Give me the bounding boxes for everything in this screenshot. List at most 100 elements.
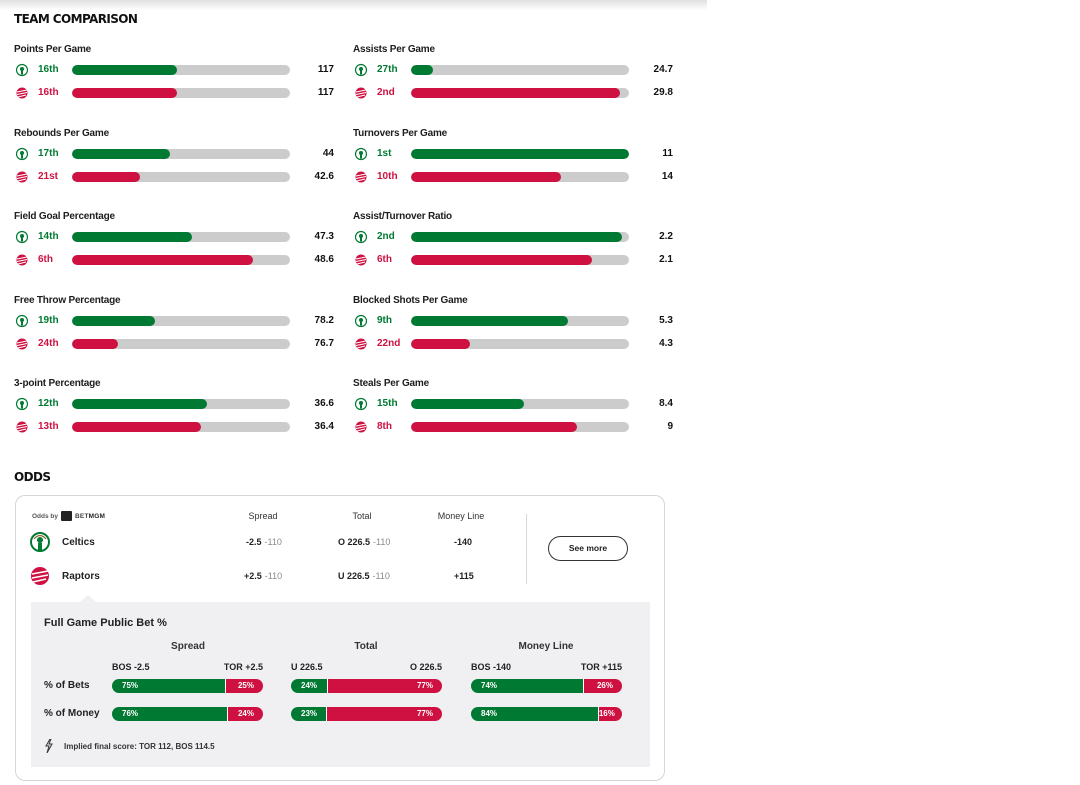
stat-bar-fill [411,338,470,349]
total-juice: -110 [373,537,391,547]
split-right-segment: 77% [325,707,442,721]
stat-block: Free Throw Percentage 19th 78.2 24th 76.7 [14,295,334,365]
celtics-logo-icon [30,532,50,552]
stat-row-celtics: 15th 8.4 [353,397,673,411]
stat-value: 78.2 [314,314,334,326]
money-line-column-header: Money Line [437,511,485,521]
lightning-icon [45,739,53,753]
raptors-logo-icon [31,567,49,585]
stat-bar-track [411,171,629,182]
top-shadow-divider [0,0,707,10]
stat-block: Assists Per Game 27th 24.7 2nd 29.8 [353,44,673,114]
stat-title: 3-point Percentage [14,378,101,389]
stat-rank: 6th [38,254,53,265]
raptors-logo-icon [355,170,367,184]
stat-bar-track [72,232,290,242]
stat-block: Rebounds Per Game 17th 44 21st 42.6 [14,128,334,198]
raptors-logo-icon [16,86,28,100]
stat-bar-track [411,255,629,265]
stat-bar-track [411,338,629,349]
total-column-header: Total [352,511,372,521]
stat-bar-track [72,88,290,98]
stat-title: Field Goal Percentage [14,211,115,222]
public-bet-title: Full Game Public Bet % [44,617,167,629]
see-more-button[interactable]: See more [548,536,628,561]
celtics-logo-icon [15,314,29,328]
stat-bar-track [72,171,290,182]
stat-row-raptors: 2nd 29.8 [353,86,673,100]
stat-bar-track [411,315,629,326]
panel-notch [80,595,96,602]
stat-rank: 17th [38,147,59,159]
stat-rank: 21st [38,170,59,182]
money-line-celtics[interactable]: -140 [454,537,473,547]
celtics-logo-icon [15,63,29,77]
stat-row-celtics: 16th 117 [14,63,334,77]
spread-odds-celtics[interactable]: -2.5 -110 [246,537,282,547]
stat-row-raptors: 24th 76.7 [14,337,334,351]
public-money-line-header: Money Line [518,641,574,652]
total-value: U 226.5 [338,571,370,581]
stat-rank: 10th [377,170,398,182]
stat-bar-fill [72,338,118,349]
stat-value: 11 [662,147,673,159]
total-odds-raptors[interactable]: U 226.5 -110 [338,571,390,581]
stat-rank: 22nd [377,337,401,349]
split-bar-bets: 74% 26% [471,679,622,693]
stat-bar-track [72,315,290,326]
stat-bar-track [72,148,290,159]
stat-bar-track [72,65,290,75]
stat-bar-track [72,399,290,409]
stat-bar-fill [72,65,177,75]
stat-rank: 27th [377,64,398,75]
stat-bar-track [72,255,290,265]
stat-bar-fill [411,422,577,432]
stat-value: 8.4 [659,398,673,409]
stat-value: 42.6 [314,170,334,182]
celtics-logo-icon [354,397,368,411]
stat-title: Assists Per Game [353,44,435,55]
stat-rank: 8th [377,421,392,432]
raptors-logo-icon [355,337,367,351]
stat-rank: 9th [377,314,392,326]
stat-bar-fill [72,255,253,265]
stat-rank: 14th [38,231,59,242]
stat-row-celtics: 19th 78.2 [14,314,334,328]
split-bar-money: 23% 77% [291,707,442,721]
stat-rank: 16th [38,87,59,98]
total-left-pick: U 226.5 [291,662,323,672]
celtics-logo-icon [15,397,29,411]
money-line-left-pick: BOS -140 [471,662,512,672]
stat-row-raptors: 10th 14 [353,170,673,184]
raptors-logo-icon [16,170,28,184]
stat-bar-fill [72,88,177,98]
money-line-raptors[interactable]: +115 [454,571,474,581]
stat-title: Assist/Turnover Ratio [353,211,452,222]
stat-bar-fill [72,422,201,432]
stat-row-raptors: 22nd 4.3 [353,337,673,351]
raptors-logo-icon [355,420,367,434]
public-spread-header: Spread [171,641,205,652]
stat-value: 9 [667,421,673,432]
odds-divider [526,514,527,584]
total-odds-celtics[interactable]: O 226.5 -110 [338,537,390,547]
stat-value: 29.8 [653,87,673,98]
stat-bar-track [72,338,290,349]
odds-title: ODDS [14,470,51,484]
stat-rank: 13th [38,421,59,432]
stat-block: Points Per Game 16th 117 16th 117 [14,44,334,114]
spread-column-header: Spread [248,511,278,521]
stat-block: 3-point Percentage 12th 36.6 13th 36.4 [14,378,334,448]
stat-row-raptors: 21st 42.6 [14,170,334,184]
odds-row-raptors: Raptors +2.5 -110 U 226.5 -110 +115 [30,565,510,589]
stat-bar-fill [411,232,623,242]
stat-row-raptors: 13th 36.4 [14,420,334,434]
celtics-logo-icon [15,147,29,161]
spread-odds-raptors[interactable]: +2.5 -110 [244,571,282,581]
raptors-logo-icon [355,86,367,100]
stat-bar-track [411,232,629,242]
team-name-raptors: Raptors [62,571,100,582]
stat-row-celtics: 9th 5.3 [353,314,673,328]
stat-title: Free Throw Percentage [14,294,121,306]
stat-bar-fill [72,232,192,242]
